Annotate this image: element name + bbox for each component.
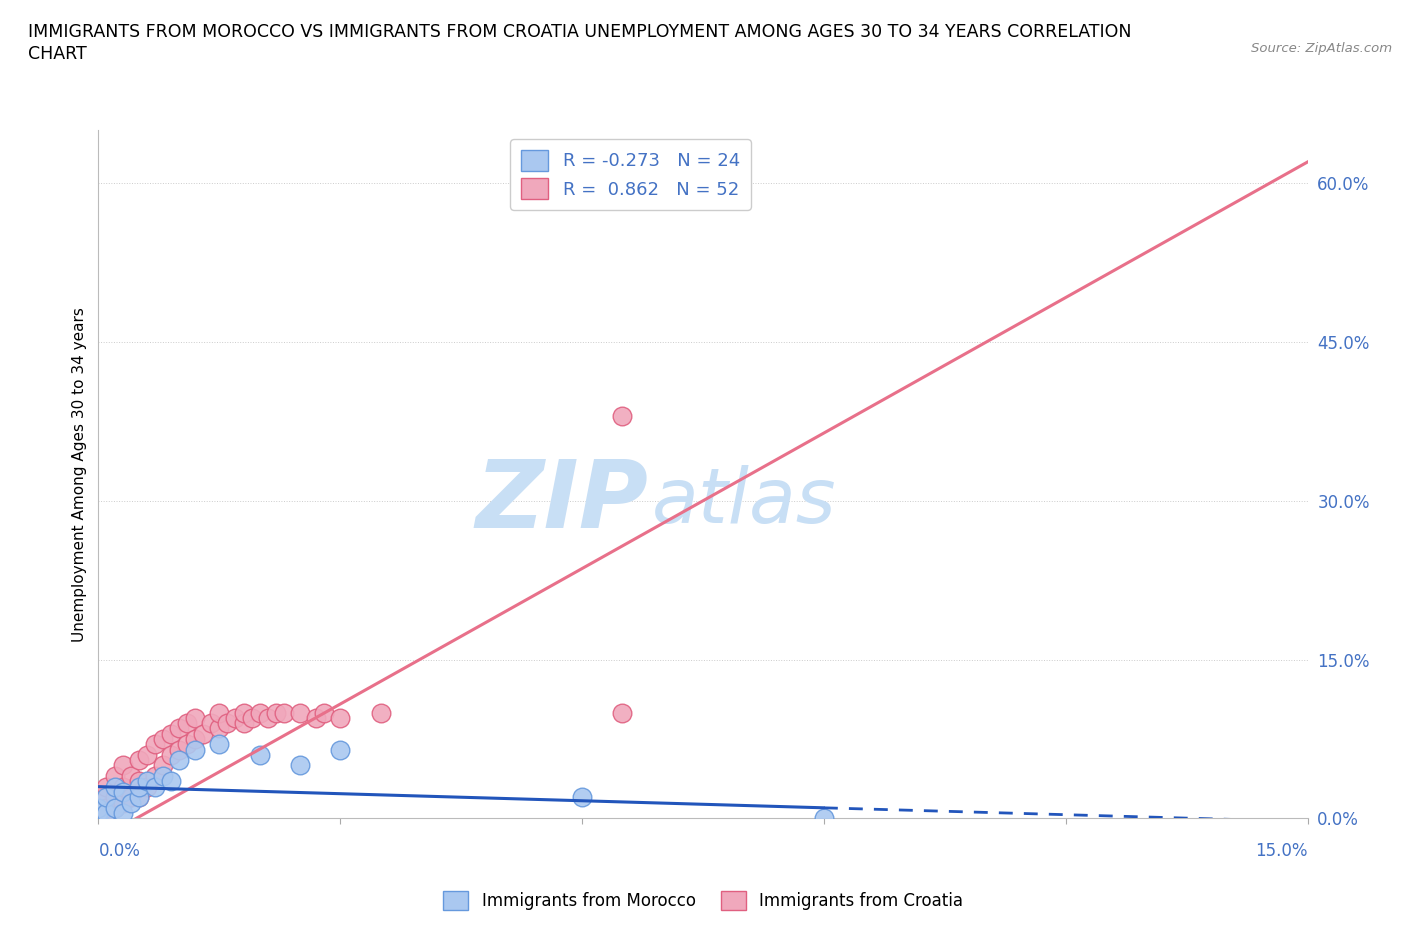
Point <box>370 705 392 720</box>
Point <box>329 742 352 757</box>
Point <box>96 805 118 820</box>
Text: CHART: CHART <box>28 45 87 62</box>
Point <box>612 705 634 720</box>
Point <box>249 705 271 720</box>
Text: 15.0%: 15.0% <box>1256 842 1308 860</box>
Point <box>103 801 125 816</box>
Point <box>200 716 222 731</box>
Point <box>184 711 207 725</box>
Point <box>128 774 150 789</box>
Point <box>128 790 150 804</box>
Point <box>135 774 157 789</box>
Point <box>103 768 125 783</box>
Legend: Immigrants from Morocco, Immigrants from Croatia: Immigrants from Morocco, Immigrants from… <box>436 884 970 917</box>
Point <box>193 726 215 741</box>
Point <box>160 726 183 741</box>
Point <box>208 721 231 736</box>
Point <box>87 801 110 816</box>
Point <box>288 758 311 773</box>
Point <box>111 758 134 773</box>
Point <box>96 801 118 816</box>
Point <box>143 768 166 783</box>
Point <box>217 716 239 731</box>
Point <box>111 779 134 794</box>
Point <box>152 768 174 783</box>
Point <box>184 732 207 747</box>
Point <box>208 705 231 720</box>
Text: Source: ZipAtlas.com: Source: ZipAtlas.com <box>1251 42 1392 55</box>
Point <box>184 742 207 757</box>
Point <box>87 805 110 820</box>
Point <box>813 811 835 826</box>
Point <box>135 748 157 763</box>
Point <box>176 716 198 731</box>
Point <box>305 711 328 725</box>
Text: IMMIGRANTS FROM MOROCCO VS IMMIGRANTS FROM CROATIA UNEMPLOYMENT AMONG AGES 30 TO: IMMIGRANTS FROM MOROCCO VS IMMIGRANTS FR… <box>28 23 1132 41</box>
Point <box>128 779 150 794</box>
Point <box>103 779 125 794</box>
Point <box>240 711 263 725</box>
Point <box>176 737 198 751</box>
Point <box>571 790 593 804</box>
Point <box>314 705 336 720</box>
Point <box>288 705 311 720</box>
Point <box>111 805 134 820</box>
Point <box>329 711 352 725</box>
Point <box>273 705 295 720</box>
Text: atlas: atlas <box>652 465 837 538</box>
Point <box>160 774 183 789</box>
Text: ZIP: ZIP <box>475 456 648 548</box>
Point <box>96 790 118 804</box>
Point <box>143 779 166 794</box>
Point <box>143 737 166 751</box>
Point <box>87 811 110 826</box>
Point <box>87 801 110 816</box>
Point <box>167 752 190 767</box>
Point <box>160 748 183 763</box>
Point <box>103 790 125 804</box>
Point <box>249 748 271 763</box>
Point <box>256 711 278 725</box>
Point <box>208 737 231 751</box>
Point <box>167 721 190 736</box>
Point <box>232 705 254 720</box>
Point <box>120 790 142 804</box>
Point <box>87 790 110 804</box>
Point <box>96 805 118 820</box>
Point <box>612 408 634 423</box>
Point <box>111 795 134 810</box>
Point <box>128 752 150 767</box>
Text: 0.0%: 0.0% <box>98 842 141 860</box>
Point <box>87 811 110 826</box>
Point <box>167 742 190 757</box>
Point <box>135 779 157 794</box>
Y-axis label: Unemployment Among Ages 30 to 34 years: Unemployment Among Ages 30 to 34 years <box>72 307 87 642</box>
Point <box>87 805 110 820</box>
Point <box>232 716 254 731</box>
Point <box>111 785 134 800</box>
Point <box>103 801 125 816</box>
Point <box>224 711 246 725</box>
Point <box>120 768 142 783</box>
Point <box>96 779 118 794</box>
Point <box>152 732 174 747</box>
Point <box>120 795 142 810</box>
Legend: R = -0.273   N = 24, R =  0.862   N = 52: R = -0.273 N = 24, R = 0.862 N = 52 <box>510 140 751 210</box>
Point <box>128 790 150 804</box>
Point <box>152 758 174 773</box>
Point <box>264 705 287 720</box>
